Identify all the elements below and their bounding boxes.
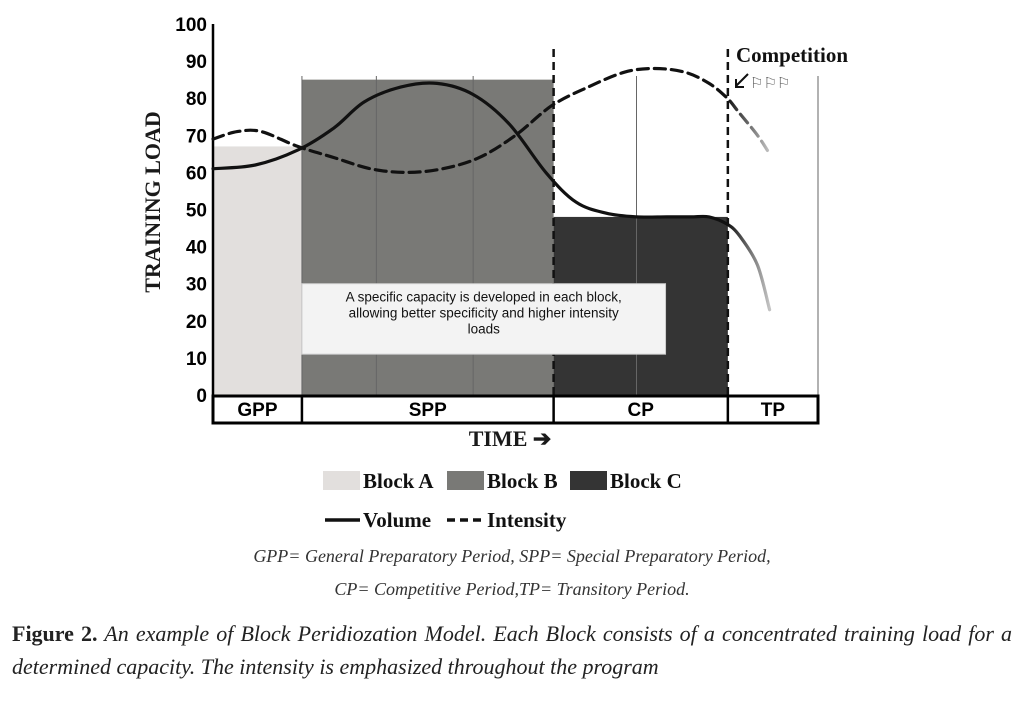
legend-swatch-block-a <box>323 471 360 490</box>
annotation-box <box>301 283 667 355</box>
y-tick-label: 80 <box>186 89 207 110</box>
period-label-tp: TP <box>761 400 786 421</box>
y-tick-label: 40 <box>186 238 207 259</box>
block-block-a <box>213 146 302 395</box>
y-tick-label: 90 <box>186 52 207 73</box>
period-label-cp: CP <box>628 400 655 421</box>
annotation-line: loads <box>468 322 501 337</box>
timeline-frame <box>211 394 820 425</box>
competition-flags-icon: ⚐⚐⚐ <box>750 74 790 92</box>
period-timeline: GPP SPP CP TP <box>211 394 820 425</box>
competition-arrow-head <box>735 79 744 88</box>
legend-label-block-b: Block B <box>487 469 558 493</box>
y-tick-label: 10 <box>186 349 207 370</box>
period-note-1: GPP= General Preparatory Period, SPP= Sp… <box>253 546 771 566</box>
annotation-line: A specific capacity is developed in each… <box>346 290 622 305</box>
legend: Block A Block B Block C Volume Intensity <box>323 469 682 532</box>
y-tick-label: 50 <box>186 201 207 222</box>
y-tick-label: 70 <box>186 126 207 147</box>
legend-label-block-c: Block C <box>610 469 682 493</box>
period-note-2: CP= Competitive Period,TP= Transitory Pe… <box>334 579 690 599</box>
series-intensity-line <box>211 66 772 175</box>
y-tick-label: 0 <box>196 386 207 407</box>
y-axis-title: TRAINING LOAD <box>140 111 165 293</box>
caption-label: Figure 2. <box>12 621 98 646</box>
caption-text: An example of Block Peridiozation Model.… <box>12 621 1013 679</box>
competition-marker: Competition ⚐⚐⚐ <box>735 43 848 92</box>
competition-arrow <box>735 73 749 87</box>
legend-swatch-block-c <box>570 471 607 490</box>
legend-label-intensity: Intensity <box>487 508 567 532</box>
legend-label-block-a: Block A <box>363 469 434 493</box>
figure-caption: Figure 2. An example of Block Peridiozat… <box>12 617 1012 683</box>
period-label-gpp: GPP <box>237 400 277 421</box>
annotation: A specific capacity is developed in each… <box>301 283 667 355</box>
legend-swatch-block-b <box>447 471 484 490</box>
series-volume-line <box>211 81 772 312</box>
legend-label-volume: Volume <box>363 508 431 532</box>
y-tick-label: 20 <box>186 312 207 333</box>
annotation-line: allowing better specificity and higher i… <box>349 306 619 321</box>
x-axis-title: TIME ➔ <box>469 426 552 451</box>
y-tick-label: 30 <box>186 275 207 296</box>
series-lines <box>211 66 772 312</box>
y-tick-label: 100 <box>175 15 207 36</box>
competition-label: Competition <box>736 43 848 67</box>
period-label-spp: SPP <box>409 400 447 421</box>
y-tick-label: 60 <box>186 163 207 184</box>
y-axis: 0 10 20 30 40 50 60 70 80 90 100 <box>175 15 215 407</box>
chart: 0 10 20 30 40 50 60 70 80 90 100 A specific capaci… <box>140 15 848 532</box>
